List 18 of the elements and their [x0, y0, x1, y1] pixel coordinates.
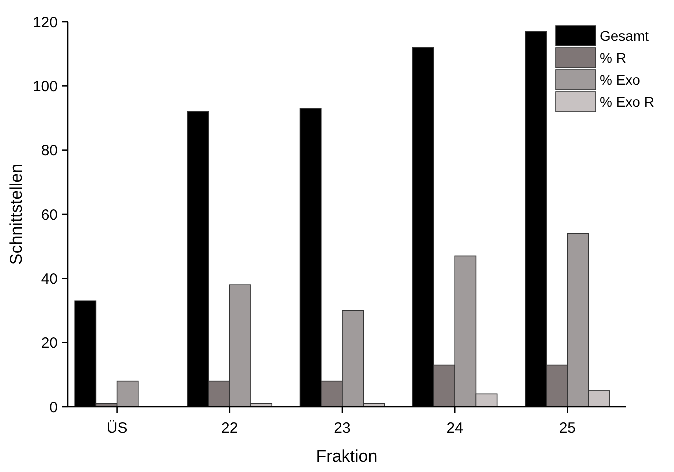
y-axis-title: Schnittstellen — [7, 164, 26, 266]
y-tick-label: 20 — [41, 335, 58, 352]
x-tick-label: 25 — [559, 420, 576, 437]
legend-label: % Exo R — [600, 94, 654, 110]
y-tick-label: 120 — [32, 14, 58, 32]
x-tick-label: 23 — [334, 420, 351, 437]
y-tick-label: 40 — [41, 270, 58, 288]
x-tick-label: 24 — [446, 420, 464, 437]
legend-label: Gesamt — [600, 28, 650, 44]
legend-label: % Exo — [600, 72, 641, 88]
y-tick-label: 80 — [41, 142, 58, 160]
y-tick-label: 0 — [50, 399, 58, 416]
y-tick-label: 100 — [32, 78, 58, 96]
y-tick-label: 60 — [41, 206, 58, 224]
x-tick-label: 22 — [222, 420, 238, 437]
x-tick-label: ÜS — [106, 420, 128, 437]
legend-label: % R — [600, 50, 626, 66]
x-axis-title: Fraktion — [316, 447, 378, 466]
